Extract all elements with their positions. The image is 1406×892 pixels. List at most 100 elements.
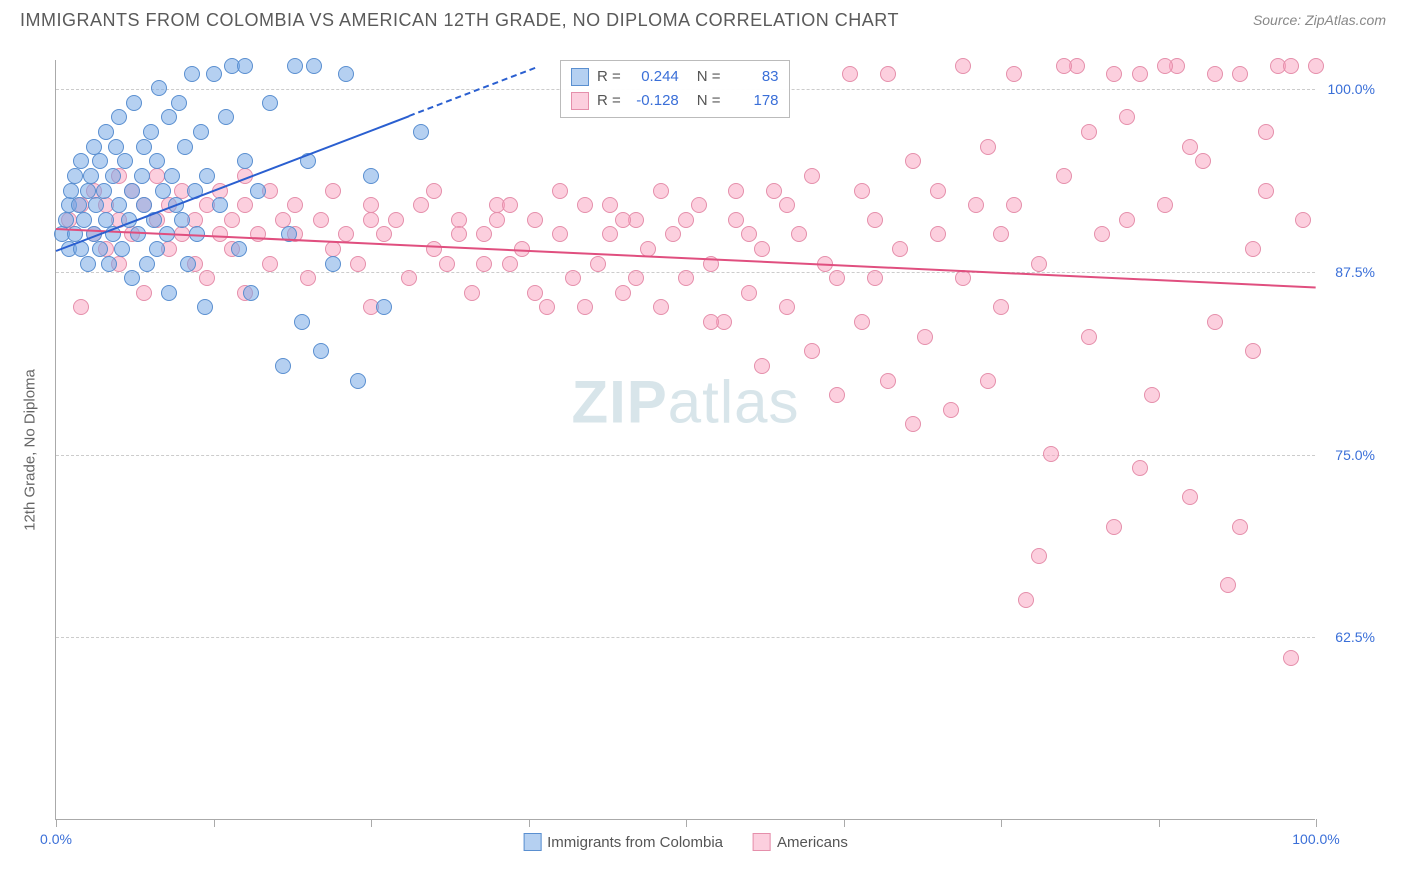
americans-point — [993, 226, 1009, 242]
n-label: N = — [697, 65, 721, 89]
colombia-point — [218, 109, 234, 125]
x-axis-min-label: 0.0% — [40, 831, 72, 847]
colombia-point — [80, 256, 96, 272]
americans-point — [1056, 58, 1072, 74]
americans-point — [552, 183, 568, 199]
americans-point — [363, 197, 379, 213]
americans-point — [502, 256, 518, 272]
americans-point — [476, 256, 492, 272]
americans-point — [854, 314, 870, 330]
americans-point — [552, 226, 568, 242]
colombia-point — [136, 139, 152, 155]
americans-point — [754, 241, 770, 257]
americans-point — [1081, 124, 1097, 140]
chart-container: 12th Grade, No Diploma ZIPatlas 62.5%75.… — [45, 50, 1385, 850]
y-tick-label: 100.0% — [1328, 81, 1375, 97]
colombia-point — [134, 168, 150, 184]
colombia-point — [114, 241, 130, 257]
americans-point — [854, 183, 870, 199]
colombia-point — [98, 124, 114, 140]
americans-point — [1119, 212, 1135, 228]
americans-point — [703, 314, 719, 330]
americans-point — [867, 270, 883, 286]
colombia-point — [338, 66, 354, 82]
americans-point — [262, 256, 278, 272]
americans-point — [930, 226, 946, 242]
americans-point — [1308, 58, 1324, 74]
americans-point — [1245, 241, 1261, 257]
colombia-point — [193, 124, 209, 140]
colombia-point — [151, 80, 167, 96]
watermark: ZIPatlas — [571, 367, 799, 436]
colombia-point — [58, 212, 74, 228]
americans-point — [993, 299, 1009, 315]
americans-point — [350, 256, 366, 272]
colombia-point — [376, 299, 392, 315]
americans-point — [275, 212, 291, 228]
americans-point — [502, 197, 518, 213]
americans-point — [653, 183, 669, 199]
colombia-point — [71, 197, 87, 213]
gridline — [56, 637, 1315, 638]
americans-point — [376, 226, 392, 242]
americans-point — [1031, 548, 1047, 564]
americans-point — [577, 299, 593, 315]
americans-point — [804, 168, 820, 184]
colombia-point — [101, 256, 117, 272]
legend-swatch — [571, 68, 589, 86]
bottom-legend: Immigrants from ColombiaAmericans — [523, 833, 848, 851]
colombia-point — [250, 183, 266, 199]
colombia-point — [294, 314, 310, 330]
americans-point — [313, 212, 329, 228]
americans-point — [1283, 58, 1299, 74]
americans-point — [1245, 343, 1261, 359]
americans-point — [527, 285, 543, 301]
americans-point — [476, 226, 492, 242]
americans-point — [880, 66, 896, 82]
colombia-point — [350, 373, 366, 389]
colombia-point — [124, 270, 140, 286]
americans-point — [1295, 212, 1311, 228]
colombia-point — [306, 58, 322, 74]
americans-point — [728, 183, 744, 199]
r-label: R = — [597, 65, 621, 89]
americans-point — [426, 183, 442, 199]
americans-point — [943, 402, 959, 418]
americans-point — [867, 212, 883, 228]
colombia-point — [171, 95, 187, 111]
gridline — [56, 455, 1315, 456]
colombia-point — [67, 168, 83, 184]
colombia-point — [83, 168, 99, 184]
americans-point — [615, 212, 631, 228]
colombia-point — [96, 183, 112, 199]
x-tick — [844, 819, 845, 827]
americans-point — [73, 299, 89, 315]
americans-point — [224, 212, 240, 228]
legend-swatch — [523, 833, 541, 851]
americans-point — [1207, 314, 1223, 330]
americans-point — [489, 212, 505, 228]
colombia-point — [149, 241, 165, 257]
colombia-point — [262, 95, 278, 111]
americans-point — [451, 226, 467, 242]
americans-point — [325, 183, 341, 199]
americans-point — [287, 197, 303, 213]
colombia-point — [86, 139, 102, 155]
americans-point — [1132, 460, 1148, 476]
americans-point — [829, 387, 845, 403]
colombia-point — [111, 109, 127, 125]
n-label: N = — [697, 89, 721, 113]
americans-point — [791, 226, 807, 242]
colombia-point — [206, 66, 222, 82]
americans-point — [602, 226, 618, 242]
x-tick — [1159, 819, 1160, 827]
colombia-point — [111, 197, 127, 213]
colombia-point — [149, 153, 165, 169]
colombia-point — [161, 109, 177, 125]
colombia-point — [105, 168, 121, 184]
americans-point — [955, 270, 971, 286]
americans-point — [1031, 256, 1047, 272]
legend-swatch — [571, 92, 589, 110]
x-tick — [686, 819, 687, 827]
americans-point — [779, 299, 795, 315]
